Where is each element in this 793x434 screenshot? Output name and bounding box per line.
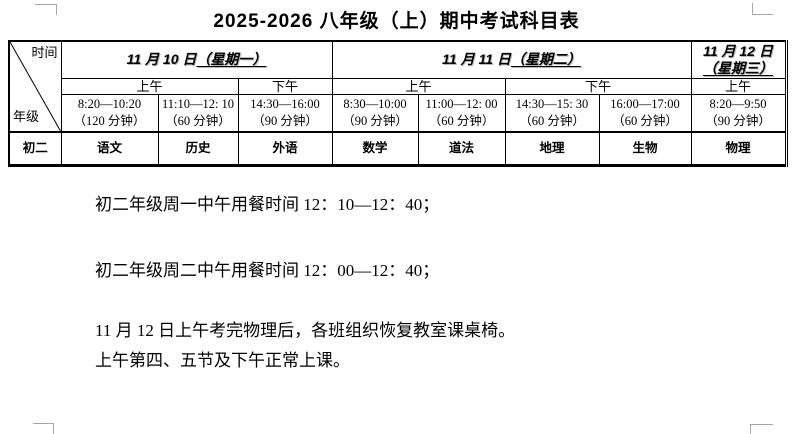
slot-time: 14:30—16:00 <box>250 97 320 111</box>
slot-duration: （60 分钟） <box>519 114 585 128</box>
subject-cell: 物理 <box>690 131 787 166</box>
day3-header: 11 月 12 日（星期三） <box>692 43 785 77</box>
subject-cell: 地理 <box>504 131 600 166</box>
crop-mark-bottom-right <box>750 424 773 434</box>
slot-time: 11:00—12: 00 <box>425 97 498 111</box>
diagonal-divider <box>10 42 61 131</box>
day3-header-cell: 11 月 12 日（星期三） <box>690 40 787 79</box>
slot-time-cell: 8:30—10:00 （90 分钟） <box>331 94 419 133</box>
slot-time-cell: 8:20—10:20 （120 分钟） <box>60 94 159 133</box>
day3-weekday: （星期三） <box>703 60 774 76</box>
day3-date: 11 月 12 日 <box>703 43 773 59</box>
day1-date: 11 月 10 日 <box>126 51 197 67</box>
day1-afternoon-label: 下午 <box>237 78 333 95</box>
exam-schedule-table: 时间 年级 11 月 10 日（星期一） 11 月 11 日（星期二） 11 月… <box>8 40 788 167</box>
day2-afternoon-label: 下午 <box>504 78 692 95</box>
day2-weekday: （星期二） <box>510 51 581 67</box>
note-after-physics: 11 月 12 日上午考完物理后，各班组织恢复教室课桌椅。 <box>95 321 516 340</box>
slot-duration: （90 分钟） <box>252 114 318 128</box>
slot-time: 8:30—10:00 <box>343 97 407 111</box>
subject-cell: 外语 <box>237 131 333 166</box>
subject-cell: 道法 <box>417 131 506 166</box>
subject-cell: 数学 <box>331 131 419 166</box>
subject-cell: 语文 <box>60 131 159 166</box>
day1-morning-label: 上午 <box>60 78 239 95</box>
slot-time: 16:00—17:00 <box>610 97 680 111</box>
note-monday-lunch: 初二年级周一中午用餐时间 12：10—12：40； <box>95 195 440 214</box>
slot-time-cell: 8:20—9:50 （90 分钟） <box>690 94 787 133</box>
day2-header: 11 月 11 日（星期二） <box>442 51 581 67</box>
slot-time: 8:20—10:20 <box>77 97 142 111</box>
slot-duration: （60 分钟） <box>612 114 678 128</box>
subject-cell: 生物 <box>598 131 692 166</box>
slot-duration: （60 分钟） <box>165 114 231 128</box>
slot-duration: （90 分钟） <box>705 114 771 128</box>
slot-time-cell: 16:00—17:00 （60 分钟） <box>598 94 692 133</box>
slot-time: 14:30—15: 30 <box>515 97 589 111</box>
day1-weekday: （星期一） <box>196 51 267 67</box>
slot-duration: （120 分钟） <box>73 114 146 128</box>
day2-date: 11 月 11 日 <box>442 51 511 67</box>
note-normal-classes: 上午第四、五节及下午正常上课。 <box>95 351 350 370</box>
slot-duration: （90 分钟） <box>342 114 408 128</box>
note-tuesday-lunch: 初二年级周二中午用餐时间 12：00—12：40； <box>95 261 440 280</box>
slot-duration: （60 分钟） <box>428 114 495 128</box>
slot-time-cell: 14:30—15: 30 （60 分钟） <box>504 94 600 133</box>
crop-mark-top-left <box>35 4 57 15</box>
day2-header-cell: 11 月 11 日（星期二） <box>331 40 692 79</box>
page-title: 2025-2026 八年级（上）期中考试科目表 <box>213 11 580 32</box>
slot-time-cell: 14:30—16:00 （90 分钟） <box>237 94 333 133</box>
subject-cell: 历史 <box>157 131 239 166</box>
day1-header-cell: 11 月 10 日（星期一） <box>60 40 333 79</box>
corner-label-grade: 年级 <box>13 109 40 124</box>
slot-time: 11:10—12: 10 <box>161 97 235 111</box>
slot-time-cell: 11:10—12: 10 （60 分钟） <box>157 94 239 133</box>
slot-time-cell: 11:00—12: 00 （60 分钟） <box>417 94 506 133</box>
grade-label: 初二 <box>8 131 62 166</box>
day1-header: 11 月 10 日（星期一） <box>127 51 267 67</box>
day2-morning-label: 上午 <box>331 78 506 95</box>
corner-label-time: 时间 <box>31 45 58 60</box>
crop-mark-top-right <box>752 3 773 15</box>
crop-mark-bottom-left <box>33 423 54 434</box>
corner-header-cell: 时间 年级 <box>8 40 62 133</box>
day3-morning-label: 上午 <box>690 78 787 95</box>
slot-time: 8:20—9:50 <box>709 97 767 111</box>
